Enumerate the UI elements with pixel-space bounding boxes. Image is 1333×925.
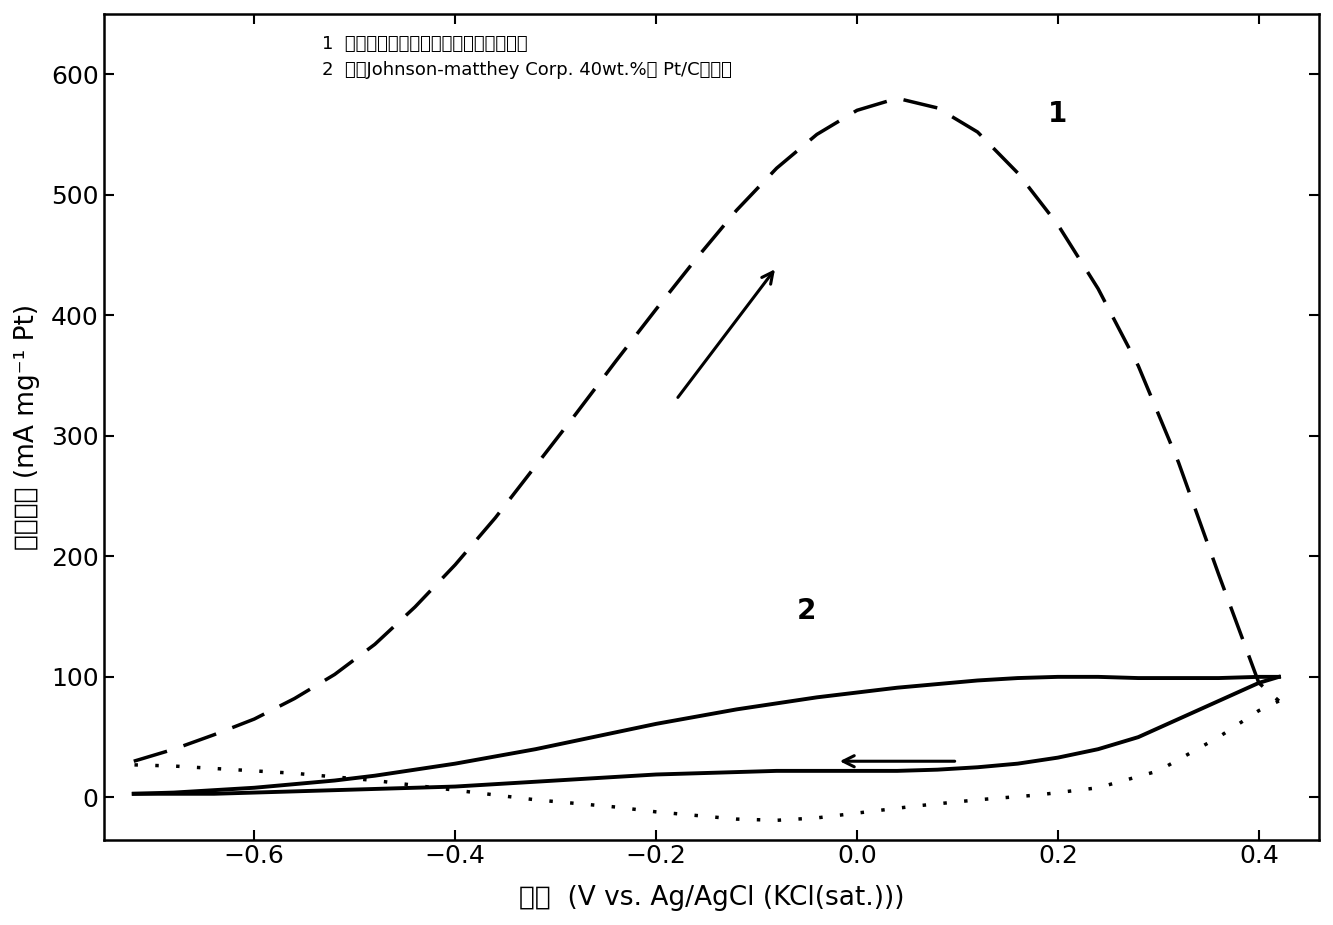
Y-axis label: 电流密度 (mA mg⁻¹ Pt): 电流密度 (mA mg⁻¹ Pt) bbox=[13, 303, 40, 549]
X-axis label: 电位  (V vs. Ag/AgCl (KCl(sat.))): 电位 (V vs. Ag/AgCl (KCl(sat.))) bbox=[519, 885, 904, 911]
Text: 2: 2 bbox=[797, 597, 817, 625]
Text: 1  制备得到的质子交换膜燃料电池偃化剂
2  美国Johnson-matthey Corp. 40wt.%的 Pt/C偃化剂: 1 制备得到的质子交换膜燃料电池偃化剂 2 美国Johnson-matthey … bbox=[323, 34, 732, 79]
Text: 1: 1 bbox=[1048, 101, 1068, 129]
